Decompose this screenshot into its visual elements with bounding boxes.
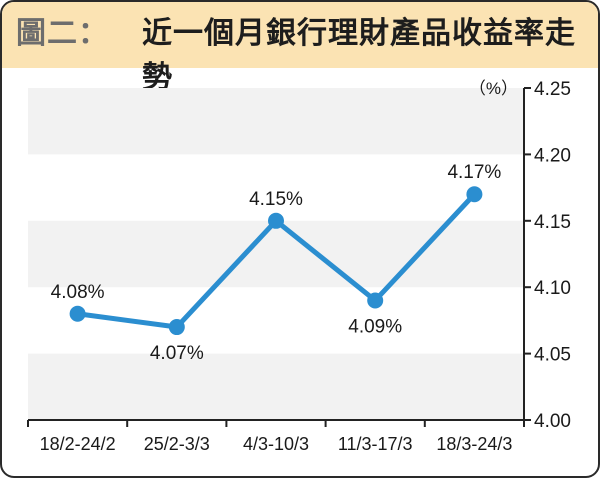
data-label: 4.08% <box>51 282 105 303</box>
figure-number: 圖二： <box>16 16 109 51</box>
data-label: 4.15% <box>249 189 303 210</box>
background-bands <box>28 88 524 420</box>
y-tick-label: 4.20 <box>534 145 571 166</box>
data-point <box>168 319 185 336</box>
title-bar: 圖二： 近一個月銀行理財產品收益率走勢 <box>2 2 598 95</box>
background-band <box>28 220 524 288</box>
data-point <box>69 305 86 322</box>
x-tick-label: 11/3-17/3 <box>338 434 413 454</box>
y-tick-label: 4.15 <box>534 212 571 233</box>
y-tick-label: 4.00 <box>534 411 571 432</box>
axes <box>27 87 531 427</box>
x-tick-label: 18/3-24/3 <box>436 434 512 454</box>
data-point <box>367 292 384 309</box>
x-tick-labels: 18/2-24/2 25/2-3/3 4/3-10/3 11/3-17/3 18/3-2… <box>40 434 513 454</box>
data-point <box>268 212 284 229</box>
unit-label: （%） <box>469 79 518 98</box>
x-tick-label: 18/2-24/2 <box>40 434 116 454</box>
y-tick-labels: 4.25 4.20 4.15 4.10 4.05 4.00 <box>534 79 571 432</box>
x-tick-label: 25/2-3/3 <box>144 434 210 454</box>
data-label: 4.17% <box>447 162 501 183</box>
data-labels: 4.08% 4.07% 4.15% 4.09% 4.17% <box>51 162 502 364</box>
y-tick-label: 4.10 <box>534 278 571 299</box>
data-label: 4.07% <box>150 343 204 364</box>
chart-title: 近一個月銀行理財產品收益率走勢 <box>142 16 576 95</box>
series-line-group <box>69 186 483 336</box>
y-tick-label: 4.05 <box>534 345 571 366</box>
x-tick-label: 4/3-10/3 <box>243 434 309 454</box>
y-tick-label: 4.25 <box>534 79 571 100</box>
data-point <box>466 186 483 203</box>
background-band <box>28 353 524 420</box>
background-band <box>28 88 524 155</box>
data-label: 4.09% <box>348 316 402 337</box>
